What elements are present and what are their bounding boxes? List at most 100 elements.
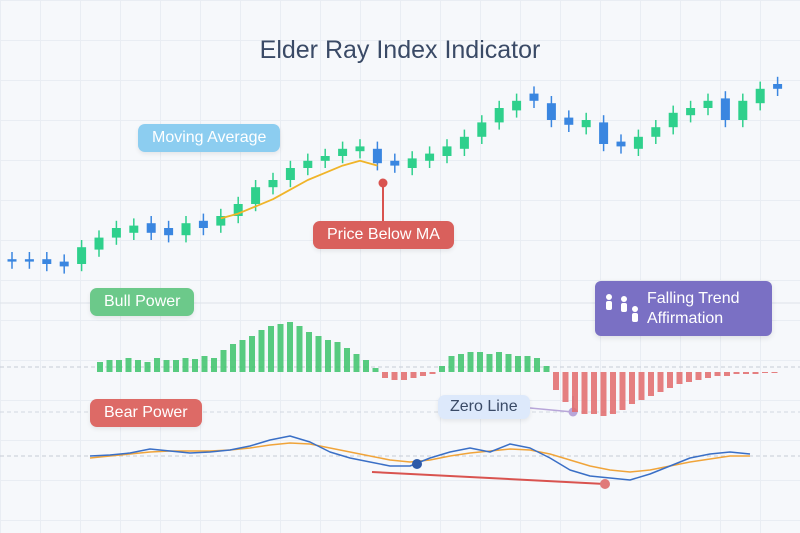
- bar: [600, 372, 607, 416]
- bar: [515, 356, 521, 372]
- bar: [648, 372, 654, 396]
- bar: [363, 360, 369, 372]
- candle-body: [320, 156, 330, 161]
- candle-body: [633, 136, 643, 149]
- line: [220, 159, 378, 220]
- candle-body: [755, 88, 765, 104]
- candle-body: [198, 220, 208, 228]
- bar: [667, 372, 673, 388]
- candle-body: [146, 223, 156, 233]
- candle-body: [651, 127, 661, 137]
- bar: [325, 340, 331, 372]
- candle-body: [268, 180, 278, 188]
- candle-body: [181, 223, 191, 236]
- panel-title: Bear Power: [90, 399, 202, 427]
- candle-body: [407, 158, 417, 168]
- bar: [676, 372, 683, 384]
- candle-body: [773, 84, 783, 89]
- bar: [562, 372, 569, 402]
- annotation-label: Falling Trend Affirmation: [647, 290, 740, 327]
- bar: [268, 326, 274, 372]
- annotation-label: Moving Average: [138, 124, 281, 152]
- divergence-line: [371, 471, 606, 485]
- candle-body: [442, 146, 452, 156]
- bar: [714, 372, 721, 376]
- bar: [154, 358, 160, 372]
- bar: [334, 342, 341, 372]
- candle-body: [529, 93, 539, 101]
- candle-body: [372, 148, 382, 164]
- candle-body: [233, 204, 243, 216]
- candle-body: [425, 153, 435, 161]
- candle-body: [686, 108, 696, 116]
- bar: [534, 358, 540, 372]
- bar: [353, 354, 360, 372]
- candle-body: [303, 160, 313, 168]
- annotation-dot: [412, 459, 422, 469]
- bar: [467, 352, 474, 372]
- candle-body: [111, 228, 121, 238]
- bar: [258, 330, 265, 372]
- candle-body: [581, 120, 591, 128]
- annotation-label: Price Below MA: [313, 221, 454, 249]
- candle-body: [494, 108, 504, 123]
- bar: [486, 354, 493, 372]
- bar: [401, 372, 407, 380]
- bar: [524, 356, 531, 372]
- bar: [638, 372, 645, 400]
- candle-body: [477, 122, 487, 137]
- panel-title: Bull Power: [90, 288, 195, 316]
- bar: [581, 372, 588, 414]
- bar: [572, 372, 578, 412]
- bar: [201, 356, 208, 372]
- bar: [553, 372, 559, 390]
- bar: [610, 372, 616, 414]
- bar: [315, 336, 322, 372]
- bar: [144, 362, 151, 372]
- bar: [733, 372, 740, 374]
- candle-body: [720, 98, 730, 120]
- bar: [277, 324, 284, 372]
- bar: [97, 362, 103, 372]
- candle-body: [738, 100, 748, 120]
- bar: [505, 354, 512, 372]
- bar: [391, 372, 398, 380]
- candle-body: [59, 261, 69, 267]
- bar: [629, 372, 635, 404]
- bar: [591, 372, 597, 414]
- bar: [420, 372, 426, 376]
- candle-body: [668, 112, 678, 128]
- bar: [695, 372, 702, 380]
- annotation-label: Zero Line: [438, 395, 530, 419]
- bar: [106, 360, 113, 372]
- bar: [762, 372, 768, 373]
- bar: [173, 360, 179, 372]
- bar: [116, 360, 122, 372]
- bar: [448, 356, 455, 372]
- bar: [752, 372, 759, 374]
- bar: [439, 366, 445, 372]
- candle-body: [390, 160, 400, 166]
- bar: [296, 326, 303, 372]
- bar: [771, 372, 778, 373]
- candle-body: [7, 259, 17, 262]
- line: [89, 435, 751, 481]
- chart-title: Elder Ray Index Indicator: [259, 36, 541, 64]
- candle-body: [459, 136, 469, 149]
- annotation-connector: [529, 407, 574, 413]
- annotation-dot: [600, 479, 610, 489]
- bar: [287, 322, 293, 372]
- candle-body: [355, 146, 365, 152]
- bar: [211, 358, 217, 372]
- candle-body: [512, 100, 522, 111]
- bar: [477, 352, 483, 372]
- bar: [686, 372, 692, 382]
- bar: [344, 348, 350, 372]
- candle-body: [546, 103, 556, 120]
- candle-body: [251, 187, 261, 204]
- bar: [230, 344, 236, 372]
- candle-body: [338, 148, 348, 156]
- bar: [182, 358, 189, 372]
